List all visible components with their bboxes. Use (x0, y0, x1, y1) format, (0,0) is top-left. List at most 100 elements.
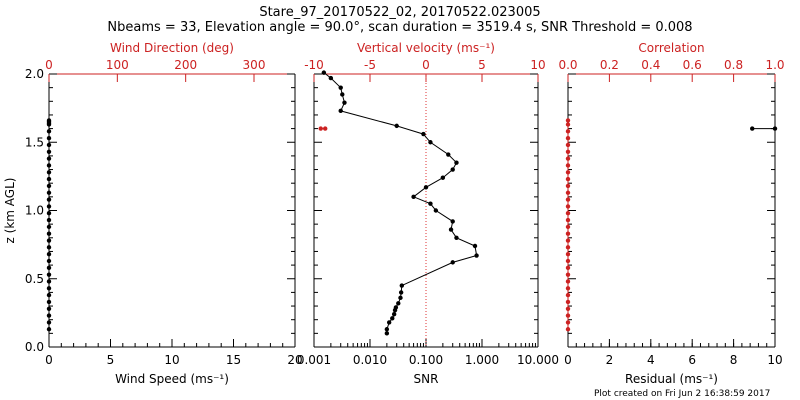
data-point (565, 251, 571, 257)
data-point (474, 253, 479, 258)
x2-tick-label: 0.8 (724, 58, 743, 72)
data-point (565, 292, 571, 298)
data-point (46, 211, 52, 216)
x-tick-label: 10 (767, 353, 782, 367)
data-point (565, 313, 571, 318)
x2-tick-label: 0.4 (641, 58, 660, 72)
x-tick-label: 0 (564, 353, 572, 367)
data-point (565, 118, 571, 123)
data-point (565, 327, 571, 332)
data-point (772, 126, 778, 131)
x-tick-label: 10.000 (517, 353, 559, 367)
panel-residual: 0 2 4 6 8 10 Residual (ms⁻¹) 0.0 0.2 0.4 0.6 0.8 1.0… (558, 41, 784, 386)
data-point (565, 245, 571, 250)
data-point (411, 194, 416, 200)
data-point (46, 176, 52, 182)
data-point (399, 283, 405, 288)
x-tick-label: 0 (45, 353, 53, 367)
x-tick-label: 6 (688, 353, 696, 367)
data-point (46, 245, 52, 250)
data-point (46, 163, 52, 168)
data-point (565, 279, 571, 284)
data-point (46, 292, 52, 298)
data-point (342, 100, 347, 105)
data-point (391, 312, 397, 317)
data-point (450, 260, 455, 265)
data-point (446, 152, 451, 157)
data-point (384, 327, 390, 332)
data-point (46, 149, 52, 155)
data-point (340, 92, 345, 97)
x2-tick-label: 0.2 (600, 58, 619, 72)
data-point (46, 299, 52, 305)
data-point (46, 279, 52, 284)
x-axis-label: Wind Speed (ms⁻¹) (115, 372, 229, 386)
y-tick-label: 1.5 (25, 135, 44, 149)
data-point (46, 313, 52, 318)
data-point (454, 160, 459, 165)
x2-axis-label: Vertical velocity (ms⁻¹) (357, 41, 495, 55)
data-point (46, 320, 52, 325)
data-point (472, 243, 478, 249)
x2-tick-label: 1.0 (765, 58, 784, 72)
chart-title: Stare_97_20170522_02, 20170522.023005 (259, 5, 540, 20)
data-point (323, 126, 328, 131)
data-point (398, 295, 403, 301)
data-point (46, 272, 52, 277)
x2-tick-label: 0.6 (683, 58, 702, 72)
data-point (565, 211, 571, 216)
data-point (565, 231, 571, 236)
data-point (565, 156, 571, 161)
data-point (421, 131, 426, 137)
data-point (565, 163, 571, 168)
data-point (565, 149, 571, 155)
data-point (565, 197, 571, 202)
x2-axis-label: Wind Direction (deg) (110, 41, 234, 55)
data-point (428, 140, 433, 145)
data-point (46, 217, 52, 223)
data-point (384, 331, 390, 336)
x2-tick-label: -5 (364, 58, 376, 72)
data-point (750, 126, 755, 131)
data-point (46, 231, 52, 236)
data-point (565, 272, 571, 277)
x2-tick-label: 200 (174, 58, 197, 72)
data-point (321, 70, 327, 75)
x2-tick-label: 100 (106, 58, 129, 72)
panel-wind: 0.0 0.5 1.0 1.5 2.0 z (km AGL) 0 5 10 15 20 Wind Sp… (3, 41, 303, 386)
data-point (46, 135, 52, 141)
data-point (318, 126, 323, 131)
data-point (46, 327, 52, 332)
data-point (386, 320, 392, 325)
data-point (338, 85, 343, 90)
x-tick-label: 0.001 (297, 353, 331, 367)
x-tick-label: 0.010 (353, 353, 387, 367)
x2-tick-label: 10 (530, 58, 545, 72)
x-tick-label: 4 (647, 353, 655, 367)
data-point (46, 224, 52, 230)
x-tick-label: 8 (730, 353, 738, 367)
data-point (46, 142, 52, 148)
data-point (450, 167, 455, 172)
y-tick-label: 2.0 (25, 67, 44, 81)
x-tick-label: 5 (107, 353, 115, 367)
x-tick-label: 10 (164, 353, 179, 367)
data-point (565, 224, 571, 230)
data-point (338, 108, 343, 114)
x2-axis-label: Correlation (638, 41, 704, 55)
plot-created-footer: Plot created on Fri Jun 2 16:38:59 2017 (594, 389, 770, 399)
data-point (565, 183, 571, 189)
data-point (46, 258, 52, 264)
data-point (46, 190, 52, 195)
data-point (46, 183, 52, 189)
data-point (565, 299, 571, 305)
x-tick-label: 20 (287, 353, 302, 367)
data-point (396, 301, 401, 306)
y-tick-label: 1.0 (25, 204, 44, 218)
data-point (46, 286, 52, 291)
x-tick-label: 0.100 (409, 353, 443, 367)
data-point (46, 170, 52, 175)
data-point (565, 135, 571, 141)
x2-tick-label: 0.0 (558, 58, 577, 72)
